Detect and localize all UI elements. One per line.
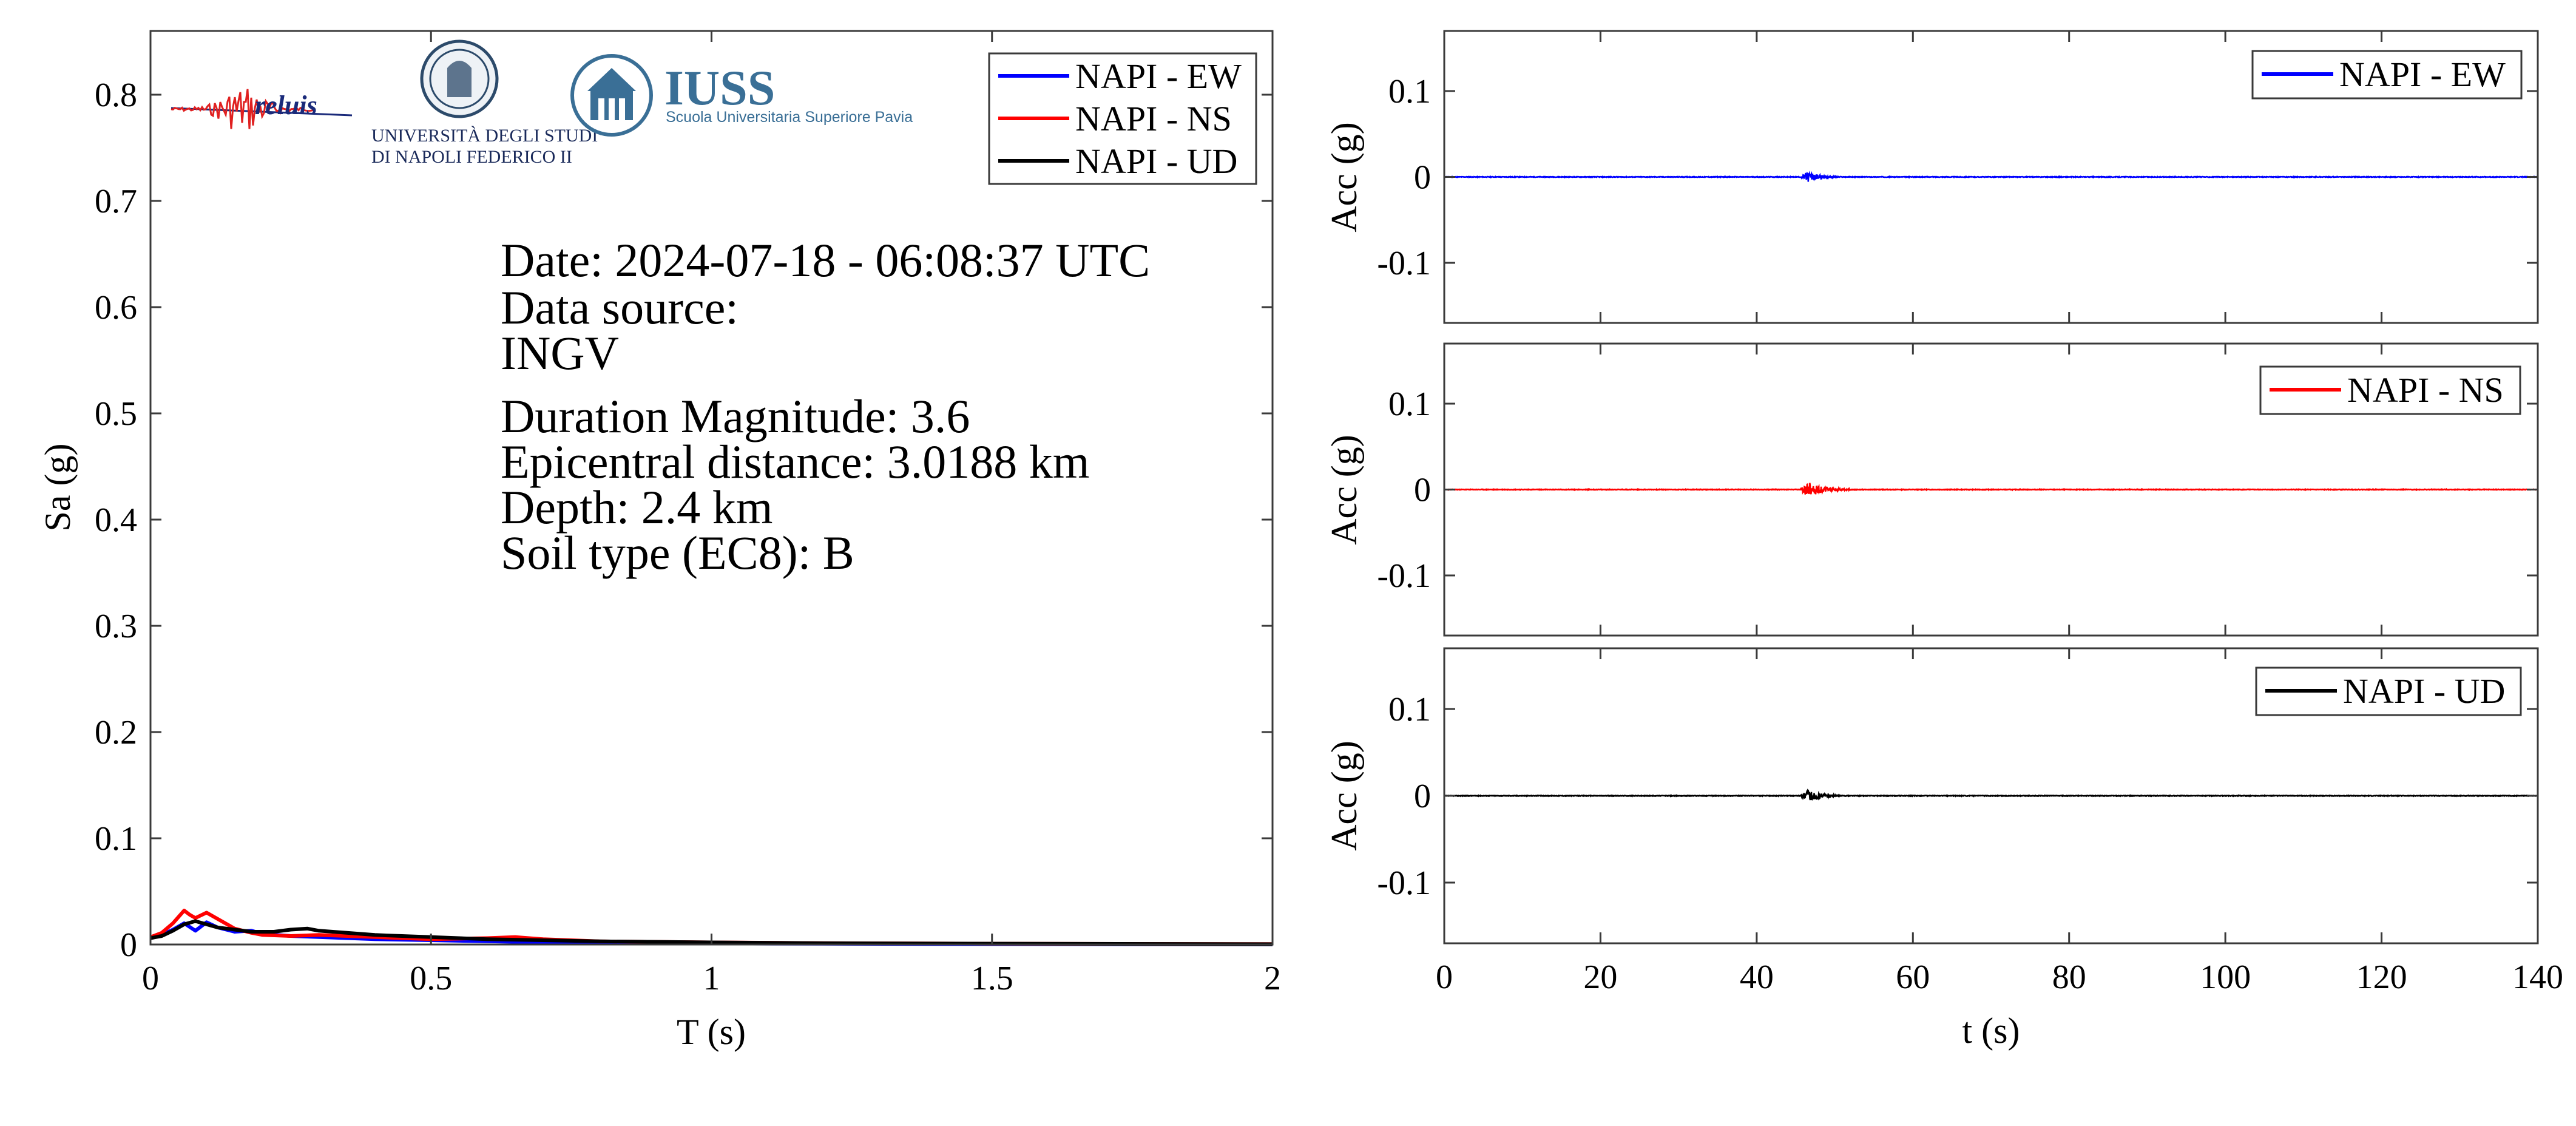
spectrum-ytick-label: 0 xyxy=(120,926,137,964)
acc-ud-xtick-label: 40 xyxy=(1740,958,1774,996)
unina-logo-line2: DI NAPOLI FEDERICO II xyxy=(371,147,572,167)
acceleration-ud-chart: -0.1 0 0.1 0 20 40 60 80 100 120 140 Acc (g) t (s)… xyxy=(1324,647,2563,1051)
info-depth: Depth: 2.4 km xyxy=(501,481,772,534)
acc-ns-axes: -0.1 0 0.1 xyxy=(1377,344,2539,636)
info-magnitude: Duration Magnitude: 3.6 xyxy=(501,390,970,443)
reluis-logo-text: reluis xyxy=(255,90,317,120)
acc-ud-xtick-label: 120 xyxy=(2356,958,2407,996)
spectrum-legend: NAPI - EW NAPI - NS NAPI - UD xyxy=(988,52,1257,185)
spectrum-xtick-label: 0 xyxy=(142,960,159,997)
unina-logo: UNIVERSITÀ DEGLI STUDI DI NAPOLI FEDERIC… xyxy=(371,39,598,167)
spectrum-ytick-label: 0.4 xyxy=(95,501,137,539)
acc-ew-axes: -0.1 0 0.1 xyxy=(1377,31,2539,323)
acc-ud-xtick-label: 20 xyxy=(1583,958,1617,996)
acc-ud-axes: -0.1 0 0.1 0 20 40 60 80 100 120 140 xyxy=(1377,648,2563,996)
acceleration-ns-chart: -0.1 0 0.1 Acc (g) NAPI - NS xyxy=(1324,342,2539,637)
acc-ew-ytick-label: -0.1 xyxy=(1377,245,1431,282)
acc-ud-ytick-label: 0.1 xyxy=(1388,691,1431,728)
acceleration-ew-chart: -0.1 0 0.1 Acc (g) NAPI - EW xyxy=(1324,30,2539,324)
spectrum-ytick-label: 0.2 xyxy=(95,714,137,751)
spectrum-ytick-label: 0.8 xyxy=(95,76,137,114)
legend-label-acc-ns: NAPI - NS xyxy=(2347,370,2504,410)
spectrum-xtick-label: 0.5 xyxy=(410,960,452,997)
info-epicentral-distance: Epicentral distance: 3.0188 km xyxy=(501,435,1089,488)
acc-ud-trace xyxy=(1444,789,2538,801)
legend-label-ew: NAPI - EW xyxy=(1075,56,1242,96)
acc-ew-series-line xyxy=(1444,171,2538,182)
acc-ew-y-axis-label: Acc (g) xyxy=(1324,122,1364,232)
acc-ud-x-axis-label: t (s) xyxy=(1962,1011,2020,1051)
acc-ud-ytick-label: -0.1 xyxy=(1377,864,1431,902)
acc-ns-y-axis-label: Acc (g) xyxy=(1324,435,1364,545)
spectrum-ytick-label: 0.6 xyxy=(95,289,137,327)
event-info-block: Date: 2024-07-18 - 06:08:37 UTC Data sou… xyxy=(501,234,1150,579)
iuss-logo-title: IUSS xyxy=(664,60,775,115)
acc-ud-xtick-label: 80 xyxy=(2052,958,2086,996)
info-date: Date: 2024-07-18 - 06:08:37 UTC xyxy=(501,234,1150,287)
spectrum-ytick-label: 0.3 xyxy=(95,608,137,645)
info-data-source-value: INGV xyxy=(501,327,619,379)
iuss-logo: IUSS Scuola Universitaria Superiore Pavi… xyxy=(570,54,913,137)
spectrum-ytick-label: 0.7 xyxy=(95,183,137,220)
acc-ew-trace xyxy=(1444,171,2538,182)
spectrum-x-axis-label: T (s) xyxy=(677,1012,746,1052)
acc-ud-xtick-label: 60 xyxy=(1896,958,1930,996)
spectrum-ytick-label: 0.5 xyxy=(95,395,137,433)
legend-label-acc-ew: NAPI - EW xyxy=(2339,55,2506,94)
response-spectrum-chart: 0 0.1 0.2 0.3 0.4 0.5 0.6 0.7 0.8 0 0.5 1 1.5 2 T (s)… xyxy=(38,30,1281,1052)
acc-ud-xtick-label: 0 xyxy=(1436,958,1453,996)
spectrum-y-axis-label: Sa (g) xyxy=(38,444,78,532)
spectrum-xtick-label: 2 xyxy=(1264,960,1281,997)
acc-ud-y-axis-label: Acc (g) xyxy=(1324,741,1364,851)
spectrum-xtick-label: 1 xyxy=(703,960,720,997)
acc-ns-series-line xyxy=(1443,483,2538,495)
acc-ew-ytick-label: 0 xyxy=(1414,159,1431,197)
acc-ud-xtick-label: 140 xyxy=(2512,958,2563,996)
info-data-source-label: Data source: xyxy=(501,281,739,334)
unina-logo-line1: UNIVERSITÀ DEGLI STUDI xyxy=(371,126,598,146)
acc-ew-ytick-label: 0.1 xyxy=(1388,73,1431,110)
acc-ns-trace xyxy=(1443,483,2538,495)
legend-label-ns: NAPI - NS xyxy=(1075,99,1232,138)
legend-label-acc-ud: NAPI - UD xyxy=(2343,671,2505,711)
spectrum-ytick-label: 0.1 xyxy=(95,820,137,858)
acc-ns-ytick-label: 0 xyxy=(1414,472,1431,509)
acc-ud-series-line xyxy=(1444,789,2538,801)
spectrum-axes: 0 0.1 0.2 0.3 0.4 0.5 0.6 0.7 0.8 0 0.5 1 1.5 2 xyxy=(95,31,1281,997)
spectrum-xtick-label: 1.5 xyxy=(971,960,1013,997)
acc-ud-ytick-label: 0 xyxy=(1414,778,1431,815)
legend-label-ud: NAPI - UD xyxy=(1075,141,1237,181)
acc-ud-xtick-label: 100 xyxy=(2200,958,2251,996)
acc-ns-ytick-label: 0.1 xyxy=(1388,385,1431,423)
acc-ns-ytick-label: -0.1 xyxy=(1377,557,1431,595)
info-soil-type: Soil type (EC8): B xyxy=(501,526,854,579)
iuss-logo-subtitle: Scuola Universitaria Superiore Pavia xyxy=(666,109,913,126)
reluis-logo: reluis xyxy=(171,89,353,129)
